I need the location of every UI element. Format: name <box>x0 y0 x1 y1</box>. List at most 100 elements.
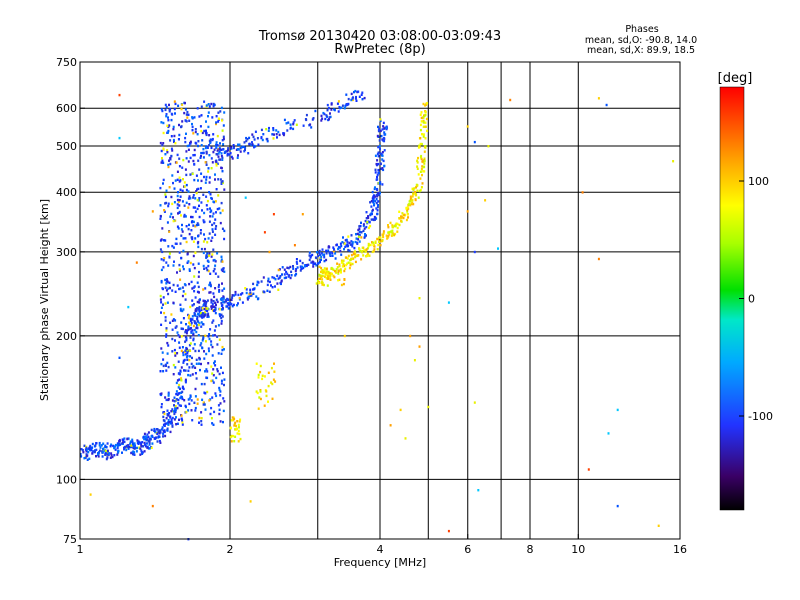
spread-point <box>192 224 195 227</box>
o-trace-point <box>382 168 385 172</box>
spread-point <box>180 256 183 260</box>
noise-point <box>466 125 469 128</box>
spread-point <box>221 269 224 273</box>
spread-point <box>198 301 201 304</box>
o-trace-point <box>144 445 147 448</box>
spread-point <box>203 100 206 103</box>
x-trace-point <box>423 159 426 163</box>
o-trace-point <box>202 304 205 307</box>
o-trace-point <box>129 443 132 446</box>
spread-point <box>192 196 195 199</box>
spread-point <box>167 116 169 119</box>
o-trace-point <box>163 429 166 432</box>
spread-point <box>160 281 163 284</box>
upper-trace-point <box>361 91 364 94</box>
spread-point <box>190 280 193 284</box>
x-trace-point <box>412 192 415 195</box>
upper-trace-point <box>337 110 340 113</box>
spread-point <box>220 379 223 382</box>
spread-point <box>217 352 220 355</box>
patch-point <box>237 426 240 429</box>
spread-point <box>214 272 217 275</box>
spread-point <box>210 255 213 258</box>
spread-point <box>210 379 213 383</box>
x-trace-point <box>420 186 423 189</box>
spread-point <box>195 358 198 361</box>
spread-point <box>194 225 197 228</box>
spread-point <box>217 178 220 181</box>
o-trace-point <box>320 252 323 255</box>
spread-point <box>193 314 196 317</box>
o-trace-point <box>169 430 172 434</box>
spread-point <box>212 319 215 322</box>
spread-point <box>183 399 186 402</box>
o-trace-point <box>325 252 328 255</box>
spread-point <box>172 318 175 321</box>
o-trace-point <box>121 451 123 454</box>
spread-point <box>176 170 179 173</box>
spread-point <box>208 283 211 287</box>
spread-point <box>179 303 182 306</box>
x-trace-point <box>409 199 412 203</box>
spread-point <box>200 179 203 183</box>
o-trace-point <box>212 300 215 303</box>
spread-point <box>204 370 206 373</box>
spread-point <box>178 251 181 254</box>
spread-point <box>191 122 193 126</box>
o-trace-point <box>301 261 304 265</box>
spread-point <box>222 300 225 304</box>
x-trace-point <box>406 206 409 209</box>
x-trace-point <box>330 272 333 276</box>
o-trace-point <box>129 445 131 449</box>
spread-point <box>212 334 215 337</box>
o-trace-point <box>337 247 340 251</box>
spread-point <box>200 321 203 324</box>
spread-point <box>179 278 182 281</box>
x-trace-point <box>426 102 429 105</box>
upper-trace-point <box>323 112 326 116</box>
o-trace-point <box>289 276 292 280</box>
patch-point <box>259 389 262 392</box>
patch-point <box>231 416 234 419</box>
spread-point <box>217 275 220 278</box>
upper-trace-point <box>326 103 329 107</box>
upper-trace-point <box>324 117 327 121</box>
spread-point <box>182 265 184 268</box>
spread-point <box>183 283 186 286</box>
spread-point <box>212 105 215 108</box>
spread-point <box>221 282 223 285</box>
spread-point <box>178 418 180 421</box>
spread-point <box>211 372 214 375</box>
spread-point <box>187 398 190 401</box>
noise-point <box>616 408 619 412</box>
spread-point <box>176 198 179 202</box>
o-trace-point <box>363 227 366 230</box>
spread-point <box>162 161 165 164</box>
spread-point <box>162 182 164 185</box>
y-tick-label: 300 <box>56 246 77 259</box>
spread-point <box>201 131 204 135</box>
spread-point <box>205 195 208 198</box>
spread-point <box>200 247 203 251</box>
noise-point <box>272 213 275 216</box>
spread-point <box>223 270 226 273</box>
o-trace-point <box>378 193 381 196</box>
spread-point <box>170 112 173 116</box>
spread-point <box>207 362 210 365</box>
spread-point <box>198 197 201 200</box>
o-trace-point <box>85 446 88 450</box>
spread-point <box>185 323 187 326</box>
noise-point <box>605 103 608 107</box>
spread-point <box>165 201 168 205</box>
x-tick-label: 2 <box>227 543 234 556</box>
spread-point <box>221 209 224 212</box>
spread-point <box>215 225 218 228</box>
upper-trace-point <box>219 142 221 145</box>
spread-point <box>220 201 223 205</box>
upper-trace-point <box>287 121 290 124</box>
spread-point <box>179 287 182 290</box>
spread-point <box>172 301 175 304</box>
spread-point <box>202 219 205 222</box>
spread-point <box>182 249 185 253</box>
